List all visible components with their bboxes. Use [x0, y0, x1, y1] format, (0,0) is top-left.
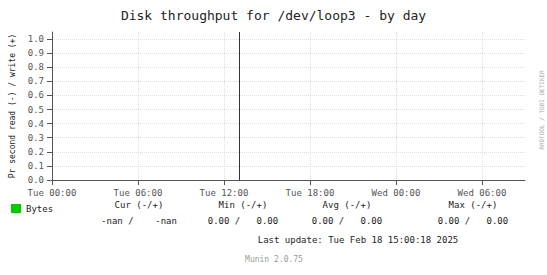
svg-text:Tue 18:00: Tue 18:00 [286, 188, 335, 198]
svg-text:Munin 2.0.75: Munin 2.0.75 [245, 255, 303, 264]
svg-text:Bytes: Bytes [26, 204, 53, 214]
svg-text:Min (-/+): Min (-/+) [219, 200, 268, 210]
svg-text:Tue 00:00: Tue 00:00 [28, 188, 77, 198]
svg-text:0.00 / 0.00: 0.00 / 0.00 [208, 216, 278, 226]
svg-text:0.8: 0.8 [28, 62, 44, 72]
svg-text:0.6: 0.6 [28, 90, 44, 100]
svg-text:Tue 12:00: Tue 12:00 [200, 188, 249, 198]
svg-text:Pr second read (-) / write (+): Pr second read (-) / write (+) [8, 34, 17, 179]
svg-text:0.3: 0.3 [28, 133, 44, 143]
svg-text:0.00 / 0.00: 0.00 / 0.00 [312, 216, 382, 226]
svg-text:Wed 00:00: Wed 00:00 [372, 188, 421, 198]
svg-text:1.0: 1.0 [28, 34, 44, 44]
svg-text:Wed 06:00: Wed 06:00 [458, 188, 507, 198]
svg-text:Max (-/+): Max (-/+) [449, 200, 498, 210]
svg-text:0.1: 0.1 [28, 161, 44, 171]
svg-text:0.2: 0.2 [28, 147, 44, 157]
svg-text:RRDTOOL / TOBI OETIKER: RRDTOOL / TOBI OETIKER [538, 70, 545, 150]
svg-text:0.4: 0.4 [28, 119, 44, 129]
svg-text:-nan / -nan: -nan / -nan [101, 216, 177, 226]
svg-text:Last update: Tue Feb 18 15:00:: Last update: Tue Feb 18 15:00:18 2025 [258, 235, 458, 245]
svg-text:0.0: 0.0 [28, 175, 44, 185]
svg-text:Tue 06:00: Tue 06:00 [114, 188, 163, 198]
svg-text:0.7: 0.7 [28, 76, 44, 86]
svg-text:0.00 / 0.00: 0.00 / 0.00 [438, 216, 508, 226]
svg-text:0.5: 0.5 [28, 105, 44, 115]
svg-text:Cur (-/+): Cur (-/+) [115, 200, 164, 210]
svg-text:Disk throughput for /dev/loop3: Disk throughput for /dev/loop3 - by day [121, 8, 426, 23]
svg-text:0.9: 0.9 [28, 48, 44, 58]
svg-text:Avg (-/+): Avg (-/+) [323, 200, 372, 210]
